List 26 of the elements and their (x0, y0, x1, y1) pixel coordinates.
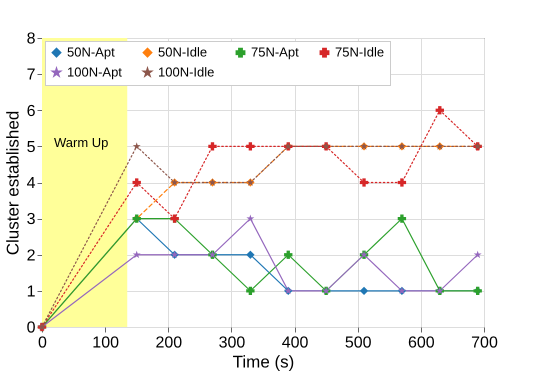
legend-label: 50N-Idle (158, 44, 208, 60)
y-tick-label: 8 (26, 30, 36, 48)
legend-label: 100N-Apt (67, 64, 122, 80)
x-tick-label: 400 (282, 334, 309, 352)
x-tick-label: 300 (218, 334, 246, 352)
legend-label: 50N-Apt (67, 44, 116, 60)
y-tick-label: 4 (26, 175, 36, 192)
legend-label: 75N-Idle (335, 44, 384, 60)
y-tick-label: 6 (26, 102, 36, 120)
y-tick-label: 0 (26, 320, 36, 336)
y-axis-title: Cluster established (4, 110, 23, 256)
x-axis-title: Time (s) (232, 352, 294, 372)
y-tick-label: 7 (26, 66, 36, 84)
x-tick-label: 700 (471, 334, 498, 352)
x-tick-label: 100 (92, 334, 120, 352)
legend-label: 100N-Idle (158, 64, 214, 80)
x-tick-label: 0 (38, 334, 48, 352)
y-tick-label: 2 (26, 247, 36, 264)
y-tick-label: 3 (26, 211, 36, 228)
band-label: Warm Up (54, 135, 108, 150)
x-tick-label: 500 (344, 334, 372, 352)
x-tick-label: 200 (155, 334, 182, 352)
legend-label: 75N-Apt (251, 44, 300, 60)
y-tick-label: 5 (26, 138, 36, 156)
x-tick-label: 600 (408, 334, 435, 352)
y-tick-label: 1 (26, 283, 36, 300)
